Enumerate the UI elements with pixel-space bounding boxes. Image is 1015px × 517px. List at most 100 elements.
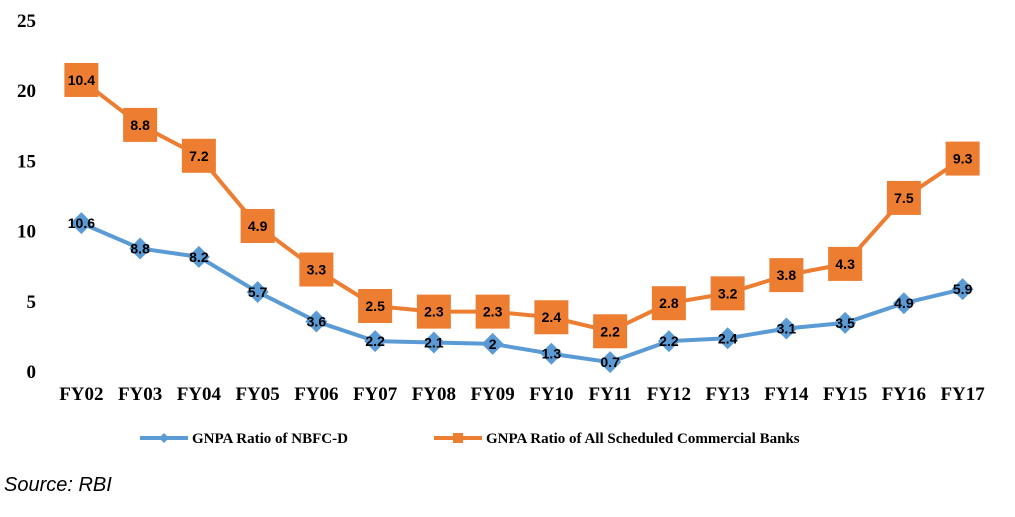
data-label: 10.6 — [68, 215, 95, 231]
legend-label: GNPA Ratio of All Scheduled Commercial B… — [486, 431, 800, 447]
y-tick-label: 10 — [17, 222, 36, 243]
x-tick-label: FY13 — [705, 384, 749, 405]
data-point-marker — [886, 180, 921, 215]
data-label: 9.3 — [953, 151, 973, 167]
data-label: 2 — [489, 336, 497, 352]
x-tick-label: FY09 — [470, 384, 514, 405]
series-line — [79, 77, 965, 334]
y-tick-label: 25 — [17, 11, 36, 32]
data-label: 0.7 — [600, 354, 620, 370]
data-label: 3.8 — [777, 267, 797, 283]
data-label: 8.8 — [130, 117, 150, 133]
data-point-marker — [775, 317, 798, 340]
data-point-marker — [364, 330, 387, 353]
data-point-marker — [123, 107, 158, 142]
y-tick-label: 0 — [27, 362, 37, 383]
y-tick-label: 15 — [17, 151, 36, 172]
x-tick-label: FY11 — [588, 384, 631, 405]
data-label: 8.2 — [189, 249, 209, 265]
data-label: 5.9 — [953, 281, 973, 297]
data-label: 3.5 — [835, 315, 855, 331]
data-point-marker — [945, 141, 980, 176]
data-point-marker — [599, 351, 622, 374]
x-tick-label: FY02 — [59, 384, 103, 405]
x-tick-label: FY12 — [647, 384, 691, 405]
data-label: 2.5 — [365, 298, 385, 314]
data-point-marker — [710, 276, 745, 311]
data-point-marker — [540, 342, 563, 365]
data-point-marker — [769, 258, 804, 293]
source-note: Source: RBI — [4, 474, 112, 496]
data-label: 4.9 — [248, 218, 268, 234]
data-label: 4.9 — [894, 295, 914, 311]
y-tick-label: 5 — [27, 292, 37, 313]
x-tick-label: FY03 — [118, 384, 162, 405]
series-layer: 10.6 8.8 8.2 5.7 3.6 2.2 2.1 2 1.3 0.7 2.2 2.4 3.1 3.… — [64, 62, 980, 374]
legend-label: GNPA Ratio of NBFC-D — [192, 431, 348, 447]
data-label: 2.3 — [424, 304, 444, 320]
x-tick-label: FY05 — [235, 384, 279, 405]
data-label: 2.1 — [424, 335, 444, 351]
data-label: 10.4 — [68, 72, 95, 88]
data-point-marker — [834, 311, 857, 334]
data-label: 4.3 — [835, 256, 855, 272]
x-tick-label: FY16 — [882, 384, 926, 405]
data-label: 2.2 — [600, 323, 620, 339]
data-point-marker — [70, 212, 93, 235]
data-point-marker — [651, 286, 686, 321]
data-point-marker — [657, 330, 680, 353]
data-label: 3.6 — [307, 313, 327, 329]
data-label: 5.7 — [248, 284, 268, 300]
data-point-marker — [828, 246, 863, 281]
data-label: 1.3 — [542, 346, 562, 362]
legend-marker — [159, 433, 169, 443]
legend: GNPA Ratio of NBFC-D GNPA Ratio of All Sc… — [140, 431, 800, 447]
x-tick-label: FY10 — [529, 384, 573, 405]
data-label: 2.8 — [659, 295, 679, 311]
data-point-marker — [240, 208, 275, 243]
x-tick-label: FY08 — [412, 384, 456, 405]
y-tick-label: 20 — [17, 81, 36, 102]
data-point-marker — [892, 292, 915, 315]
data-point-marker — [358, 289, 393, 324]
x-tick-label: FY06 — [294, 384, 338, 405]
x-tick-label: FY04 — [177, 384, 222, 405]
data-point-marker — [129, 237, 152, 260]
data-point-marker — [299, 252, 334, 287]
data-label: 8.8 — [130, 240, 150, 256]
x-tick-label: FY17 — [940, 384, 985, 405]
data-point-marker — [534, 300, 569, 335]
x-tick-label: FY07 — [353, 384, 398, 405]
data-label: 2.4 — [718, 330, 738, 346]
data-point-marker — [481, 332, 504, 355]
data-point-marker — [951, 278, 974, 301]
data-label: 2.3 — [483, 304, 503, 320]
data-point-marker — [181, 138, 216, 173]
legend-item-1: GNPA Ratio of NBFC-D — [140, 431, 348, 447]
data-label: 7.2 — [189, 148, 209, 164]
data-label: 2.2 — [365, 333, 385, 349]
x-tick-label: FY15 — [823, 384, 867, 405]
data-label: 7.5 — [894, 190, 914, 206]
series-line — [79, 221, 965, 365]
data-label: 3.1 — [777, 320, 797, 336]
data-point-marker — [187, 245, 210, 268]
x-tick-label: FY14 — [764, 384, 809, 405]
data-point-marker — [593, 314, 628, 349]
data-label: 2.4 — [542, 309, 562, 325]
data-point-marker — [475, 294, 510, 329]
data-point-marker — [716, 327, 739, 350]
legend-marker — [453, 433, 463, 443]
data-label: 2.2 — [659, 333, 679, 349]
data-label: 3.3 — [307, 262, 327, 278]
data-label: 3.2 — [718, 285, 738, 301]
data-point-marker — [246, 280, 269, 303]
series-1: 10.6 8.8 8.2 5.7 3.6 2.2 2.1 2 1.3 0.7 2.2 2.4 3.1 3.… — [68, 212, 974, 374]
data-point-marker — [305, 310, 328, 333]
data-point-marker — [422, 331, 445, 354]
y-axis: 0 5 10 15 20 25 — [17, 11, 36, 383]
x-axis: FY02 FY03 FY04 FY05 FY06 FY07 FY08 FY09 FY10 FY11… — [59, 384, 985, 405]
series-2: 10.4 8.8 7.2 4.9 3.3 2.5 2.3 2.3 2.4 2.2 2.8 3.2 3.8… — [64, 62, 980, 349]
legend-item-2: GNPA Ratio of All Scheduled Commercial B… — [434, 431, 800, 447]
